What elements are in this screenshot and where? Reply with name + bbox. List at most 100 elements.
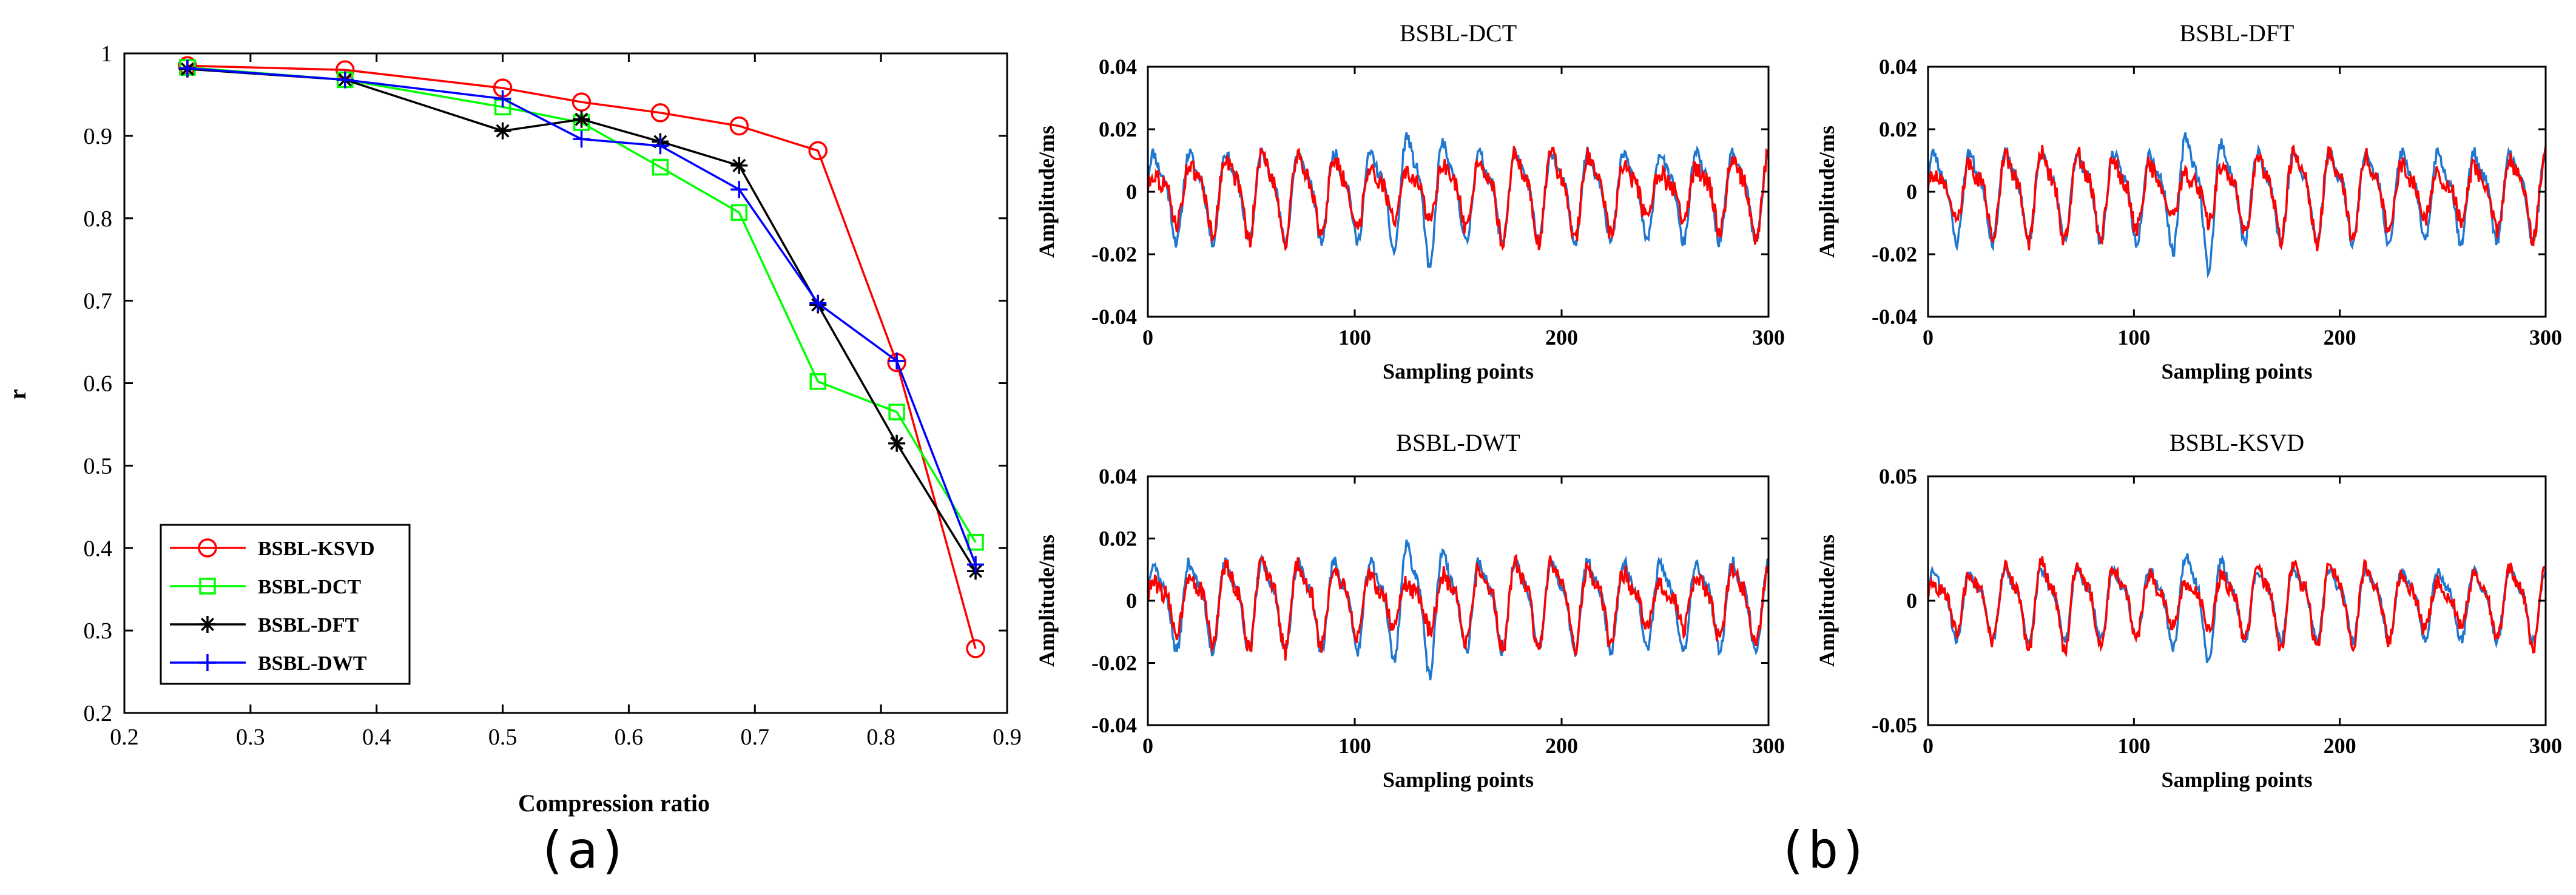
x-tick-label: 0.8 <box>866 724 895 750</box>
data-point <box>966 639 985 658</box>
y-tick-label: -0.04 <box>1872 305 1917 329</box>
legend-entry: BSBL-DFT <box>258 614 359 637</box>
y-tick-label: 0.8 <box>84 206 113 232</box>
y-tick-label: 0.02 <box>1099 527 1137 551</box>
data-point <box>808 141 828 161</box>
subplot-title: BSBL-DWT <box>1396 429 1520 456</box>
reconstructed-signal-line <box>1148 146 1768 252</box>
y-axis-title: Amplitude/ms <box>1815 535 1839 667</box>
y-tick-label: 0.02 <box>1099 117 1137 141</box>
x-tick-label: 0.4 <box>362 724 391 750</box>
data-point <box>967 533 984 551</box>
y-tick-label: -0.05 <box>1872 713 1917 737</box>
y-tick-label: 0 <box>1126 180 1137 204</box>
x-tick-label: 0.6 <box>615 724 644 750</box>
data-point <box>494 90 511 107</box>
reconstructed-signal-line <box>1148 553 1768 661</box>
legend-marker <box>198 538 217 558</box>
x-tick-label: 100 <box>1338 734 1371 758</box>
legend-entry: BSBL-DWT <box>258 652 367 675</box>
subplot-bsbl-dct: 0 100 200 300 -0.04 -0.02 0 0.02 0.04 BSBL-DCT Sam… <box>1034 19 1785 383</box>
y-axis-title: Amplitude/ms <box>1815 126 1839 258</box>
subplot-title: BSBL-DFT <box>2180 19 2294 47</box>
data-point <box>336 71 354 89</box>
x-tick-label: 300 <box>1752 325 1785 350</box>
y-axis-title: r <box>4 389 31 400</box>
y-tick-label: 0 <box>1906 589 1917 613</box>
y-tick-label: 0.7 <box>84 289 113 314</box>
y-tick-label: -0.02 <box>1872 242 1917 266</box>
y-tick-label: -0.04 <box>1091 305 1137 329</box>
x-axis-title: Sampling points <box>1383 768 1534 792</box>
y-tick-label: 0.9 <box>84 124 113 149</box>
x-tick-label: 200 <box>1545 325 1578 350</box>
x-tick-label: 0.5 <box>488 724 518 750</box>
data-point <box>572 92 592 112</box>
data-point <box>888 404 905 420</box>
y-tick-label: 0 <box>1126 589 1137 613</box>
panel-b-charts: 0 100 200 300 -0.04 -0.02 0 0.02 0.04 BSBL-DCT Sam… <box>1034 19 2562 792</box>
y-tick-label: -0.02 <box>1091 651 1137 675</box>
data-point <box>494 122 511 140</box>
data-point <box>730 181 748 198</box>
x-tick-label: 100 <box>2117 325 2150 350</box>
series-line-bsbl-ksvd <box>187 64 977 649</box>
x-axis-title: Sampling points <box>1383 359 1534 383</box>
x-axis-title: Sampling points <box>2161 768 2312 792</box>
x-axis-title: Sampling points <box>2161 359 2312 383</box>
panel-label-b: (b) <box>1777 820 1869 880</box>
series-line-bsbl-dct <box>187 66 977 543</box>
data-point <box>729 116 749 136</box>
x-tick-label: 0.7 <box>741 724 770 750</box>
reconstructed-signal-line <box>1928 556 2546 658</box>
y-tick-label: 1 <box>101 41 112 67</box>
x-tick-label: 200 <box>1545 734 1578 758</box>
x-tick-label: 100 <box>2117 734 2150 758</box>
x-tick-label: 100 <box>1338 325 1371 350</box>
x-tick-label: 0 <box>1923 734 1934 758</box>
data-point <box>730 204 748 221</box>
data-point <box>809 294 827 312</box>
subplot-bsbl-dwt: 0 100 200 300 -0.04 -0.02 0 0.02 0.04 BSBL-DWT Sam… <box>1034 429 1785 792</box>
reconstructed-signal-line <box>1928 144 2546 252</box>
x-tick-label: 0.9 <box>993 724 1022 750</box>
x-tick-label: 0 <box>1923 325 1934 350</box>
x-tick-label: 0.3 <box>236 724 265 750</box>
data-point <box>730 157 748 174</box>
y-tick-label: 0.04 <box>1099 55 1137 79</box>
y-tick-label: 0.04 <box>1879 55 1917 79</box>
y-tick-label: 0.2 <box>84 701 113 726</box>
panel-a-chart: Compression ratio r 0.2 0.3 0.4 0.5 0.6 0.7 0.… <box>4 41 1022 817</box>
y-tick-label: 0.05 <box>1879 464 1917 488</box>
y-tick-label: 0.04 <box>1099 464 1137 488</box>
subplot-bsbl-dft: 0 100 200 300 -0.04 -0.02 0 0.02 0.04 BSBL-DFT Sam… <box>1815 19 2562 383</box>
subplot-title: BSBL-DCT <box>1400 19 1517 47</box>
data-point <box>650 103 670 123</box>
y-axis-title: Amplitude/ms <box>1034 535 1059 667</box>
data-point <box>573 130 590 148</box>
y-axis-title: Amplitude/ms <box>1034 126 1059 258</box>
data-point <box>652 158 669 176</box>
legend-marker <box>199 578 216 595</box>
data-point <box>809 373 826 390</box>
x-tick-label: 0 <box>1142 325 1153 350</box>
x-tick-label: 0.2 <box>110 724 139 750</box>
panel-label-a: (a) <box>536 820 629 880</box>
subplot-title: BSBL-KSVD <box>2170 429 2304 456</box>
y-tick-label: -0.02 <box>1091 242 1137 266</box>
data-point <box>967 556 985 573</box>
y-tick-label: -0.04 <box>1091 713 1137 737</box>
legend <box>160 524 411 685</box>
legend-marker <box>199 654 216 671</box>
legend-entry: BSBL-KSVD <box>258 538 375 560</box>
data-point <box>652 137 669 155</box>
y-tick-label: 0.02 <box>1879 117 1917 141</box>
x-tick-label: 200 <box>2324 734 2356 758</box>
data-point <box>178 59 196 77</box>
y-tick-label: 0.4 <box>84 536 113 561</box>
x-tick-label: 200 <box>2324 325 2356 350</box>
y-tick-label: 0.5 <box>84 453 113 479</box>
x-tick-label: 300 <box>1752 734 1785 758</box>
